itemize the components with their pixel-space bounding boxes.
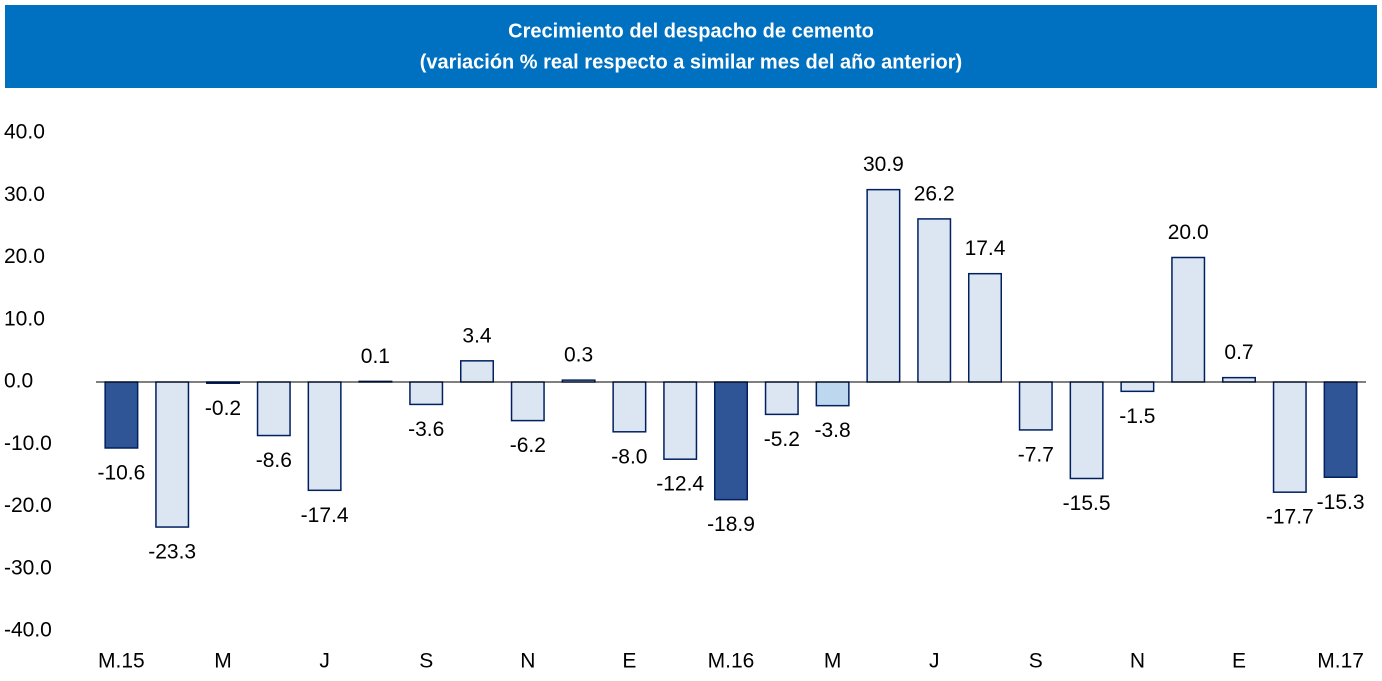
y-tick-label: 30.0 xyxy=(4,183,45,206)
bar xyxy=(663,381,698,460)
value-label: -0.2 xyxy=(205,397,241,420)
value-label: 26.2 xyxy=(914,182,955,205)
value-label: -8.6 xyxy=(256,449,292,472)
value-label: -15.5 xyxy=(1063,492,1111,515)
value-label: -6.2 xyxy=(510,434,546,457)
x-tick-label: E xyxy=(622,650,636,673)
bar xyxy=(256,381,291,437)
x-tick-label: M xyxy=(214,650,232,673)
value-label: 30.9 xyxy=(863,153,904,176)
value-label: -8.0 xyxy=(611,445,647,468)
x-tick-label: N xyxy=(1130,650,1145,673)
value-label: -12.4 xyxy=(656,473,704,496)
y-tick-label: -20.0 xyxy=(4,494,52,517)
bar xyxy=(764,381,799,416)
bar xyxy=(510,381,545,422)
bar xyxy=(409,381,444,406)
y-tick-label: 20.0 xyxy=(4,245,45,268)
y-tick-label: -30.0 xyxy=(4,556,52,579)
value-label: -7.7 xyxy=(1018,443,1054,466)
x-tick-label: J xyxy=(929,650,940,673)
y-tick-label: -10.0 xyxy=(4,432,52,455)
x-tick-label: M.16 xyxy=(708,650,755,673)
bar xyxy=(1272,381,1307,493)
x-tick-label: M.17 xyxy=(1317,650,1364,673)
x-tick-label: M.15 xyxy=(98,650,145,673)
value-label: -17.7 xyxy=(1266,506,1314,529)
x-tick-label: S xyxy=(1029,650,1043,673)
bar xyxy=(104,381,139,449)
bar xyxy=(866,188,901,383)
value-label: -5.2 xyxy=(764,428,800,451)
bar xyxy=(815,381,850,407)
value-label: -23.3 xyxy=(148,541,196,564)
bar xyxy=(1018,381,1053,431)
value-label: -3.6 xyxy=(408,418,444,441)
value-label: 0.7 xyxy=(1224,341,1253,364)
bar xyxy=(1069,381,1104,480)
value-label: -15.3 xyxy=(1317,491,1365,514)
y-tick-label: 0.0 xyxy=(4,370,33,393)
value-label: 17.4 xyxy=(965,237,1006,260)
bar xyxy=(1323,381,1358,478)
x-tick-label: M xyxy=(824,650,842,673)
chart-title: Crecimiento del despacho de cemento xyxy=(508,20,874,42)
bar xyxy=(1171,256,1206,383)
value-label: -17.4 xyxy=(301,504,349,527)
value-label: -18.9 xyxy=(707,513,755,536)
x-tick-label: J xyxy=(319,650,330,673)
value-label: 20.0 xyxy=(1168,221,1209,244)
value-label: -3.8 xyxy=(815,419,851,442)
value-label: 3.4 xyxy=(462,324,492,347)
y-tick-label: 40.0 xyxy=(4,121,45,144)
value-label: -1.5 xyxy=(1119,405,1155,428)
title-band xyxy=(5,5,1377,88)
value-label: -10.6 xyxy=(97,462,145,485)
bar xyxy=(612,381,647,433)
y-tick-label: -40.0 xyxy=(4,619,52,642)
bar xyxy=(1120,381,1155,393)
bar xyxy=(459,360,495,383)
bar xyxy=(1221,376,1257,383)
bar xyxy=(713,381,749,501)
x-tick-label: S xyxy=(419,650,433,673)
y-tick-label: 10.0 xyxy=(4,307,45,330)
bar xyxy=(307,381,342,492)
x-tick-label: E xyxy=(1232,650,1246,673)
bar xyxy=(155,381,190,528)
chart-subtitle: (variación % real respecto a similar mes… xyxy=(420,51,962,73)
x-tick-label: N xyxy=(520,650,535,673)
value-label: 0.3 xyxy=(564,344,593,367)
bar xyxy=(967,272,1003,383)
value-label: 0.1 xyxy=(361,345,390,368)
bar xyxy=(917,218,952,383)
